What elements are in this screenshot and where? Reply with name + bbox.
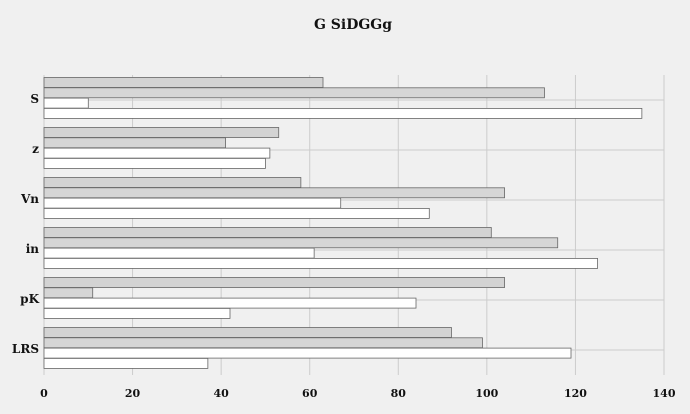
bar xyxy=(43,257,598,269)
bar xyxy=(43,227,492,238)
bar xyxy=(43,327,452,338)
bar xyxy=(43,307,231,319)
bar xyxy=(43,197,342,209)
x-tick-label: 20 xyxy=(125,387,141,400)
y-category-label: in xyxy=(26,242,40,256)
bar xyxy=(43,77,324,88)
bars xyxy=(43,77,643,369)
bar xyxy=(43,347,572,359)
bar xyxy=(43,287,94,299)
y-category-label: Vn xyxy=(20,192,39,206)
bar xyxy=(43,247,315,259)
x-tick-label: 80 xyxy=(391,387,407,400)
bar xyxy=(43,127,280,138)
x-axis-ticks: 0 20 40 60 80 100 120 140 xyxy=(40,387,676,400)
bar xyxy=(43,187,505,199)
bar xyxy=(43,297,417,309)
y-axis-categories: Sz Vn in pK LRS xyxy=(12,92,40,356)
bar xyxy=(43,137,226,149)
y-category-label: pK xyxy=(20,292,39,306)
bar xyxy=(43,97,89,109)
chart-title: G SiDGGg xyxy=(314,17,392,33)
x-tick-label: 40 xyxy=(213,387,229,400)
bar xyxy=(43,237,559,249)
bar xyxy=(43,157,266,169)
y-category-label: LRS xyxy=(12,342,39,356)
x-tick-label: 120 xyxy=(564,387,587,400)
x-tick-label: 0 xyxy=(40,387,48,400)
bar xyxy=(43,87,545,99)
x-tick-label: 60 xyxy=(302,387,318,400)
bar xyxy=(43,108,643,119)
x-tick-label: 100 xyxy=(475,387,498,400)
bar xyxy=(43,337,483,349)
bar xyxy=(43,147,271,159)
bar xyxy=(43,357,209,369)
bar xyxy=(43,277,505,288)
y-category-label: z xyxy=(32,142,39,156)
y-category-label: S xyxy=(30,92,39,106)
bar xyxy=(43,207,430,219)
x-tick-label: 140 xyxy=(653,387,676,400)
bar xyxy=(43,177,302,188)
